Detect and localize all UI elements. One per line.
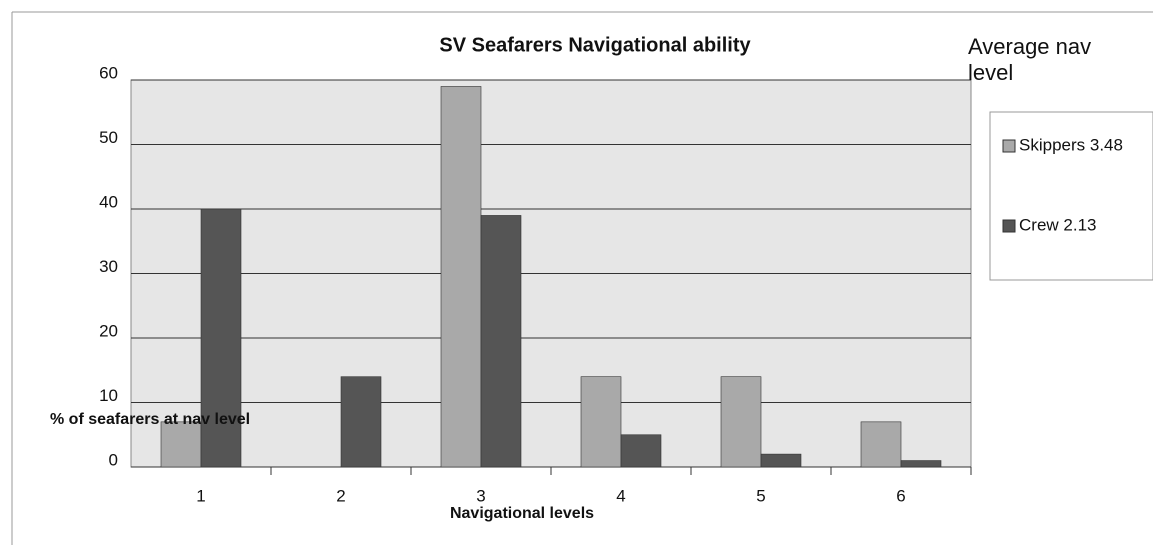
chart-title: SV Seafarers Navigational ability xyxy=(439,34,751,56)
legend-label: Crew 2.13 xyxy=(1019,215,1096,234)
x-tick-label: 6 xyxy=(896,486,905,505)
x-tick-label: 1 xyxy=(196,486,205,505)
y-tick-label: 60 xyxy=(99,63,118,82)
legend-title: Average nav level xyxy=(968,34,1092,85)
x-tick-label: 4 xyxy=(616,486,625,505)
bar xyxy=(480,215,522,468)
bar xyxy=(620,434,662,468)
bar xyxy=(900,460,942,468)
bar xyxy=(340,376,382,468)
x-tick-label: 5 xyxy=(756,486,765,505)
legend-swatch xyxy=(1002,139,1016,153)
y-tick-label: 30 xyxy=(99,257,118,276)
bar xyxy=(860,421,902,468)
bar xyxy=(760,453,802,468)
y-tick-label: 40 xyxy=(99,192,118,211)
y-tick-label: 10 xyxy=(99,386,118,405)
y-tick-label: 20 xyxy=(99,321,118,340)
bar xyxy=(580,376,622,468)
legend-box xyxy=(989,111,1153,281)
x-tick-label: 2 xyxy=(336,486,345,505)
y-axis-label: % of seafarers at nav level xyxy=(50,411,250,428)
x-axis-label: Navigational levels xyxy=(450,505,594,522)
bar xyxy=(440,86,482,468)
legend-swatch xyxy=(1002,219,1016,233)
bar xyxy=(160,421,202,468)
y-tick-label: 50 xyxy=(99,128,118,147)
bar xyxy=(720,376,762,468)
bar xyxy=(200,208,242,468)
x-tick-label: 3 xyxy=(476,486,485,505)
legend-label: Skippers 3.48 xyxy=(1019,135,1123,154)
y-tick-label: 0 xyxy=(109,450,118,469)
